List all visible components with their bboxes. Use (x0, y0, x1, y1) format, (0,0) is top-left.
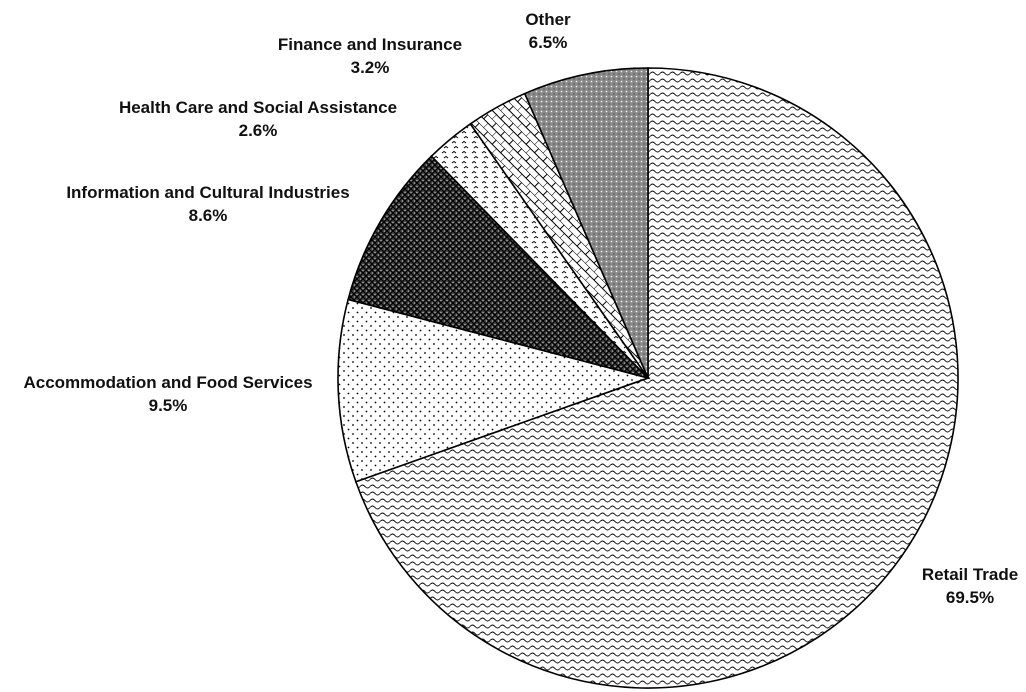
slice-percent-value: 8.6% (189, 206, 228, 225)
slice-category-name: Other (525, 10, 571, 29)
pie-slice-other (523, 67, 649, 379)
slice-label-information-and-cultural-industries: Information and Cultural Industries 8.6% (66, 183, 349, 225)
slice-category-name: Information and Cultural Industries (66, 183, 349, 202)
slice-category-name: Health Care and Social Assistance (119, 98, 397, 117)
slice-percent-value: 69.5% (946, 588, 994, 607)
pie-labels: Retail Trade 69.5% Accommodation and Food … (23, 10, 1018, 607)
slice-percent-value: 3.2% (351, 58, 390, 77)
pie-slices (337, 67, 959, 689)
slice-category-name: Accommodation and Food Services (23, 373, 312, 392)
pie-slice-accommodation-and-food-services (337, 298, 651, 483)
slice-label-retail-trade: Retail Trade 69.5% (922, 565, 1018, 607)
pie-slice-retail-trade (354, 67, 959, 689)
slice-label-health-care-and-social-assistance: Health Care and Social Assistance 2.6% (119, 98, 397, 140)
slice-percent-value: 6.5% (529, 33, 568, 52)
slice-percent-value: 2.6% (239, 121, 278, 140)
slice-label-accommodation-and-food-services: Accommodation and Food Services 9.5% (23, 373, 312, 415)
slice-label-finance-and-insurance: Finance and Insurance 3.2% (278, 35, 462, 77)
slice-category-name: Finance and Insurance (278, 35, 462, 54)
slice-percent-value: 9.5% (149, 396, 188, 415)
slice-label-other: Other 6.5% (525, 10, 571, 52)
pie-slice-information-and-cultural-industries (347, 155, 651, 380)
slice-category-name: Retail Trade (922, 565, 1018, 584)
